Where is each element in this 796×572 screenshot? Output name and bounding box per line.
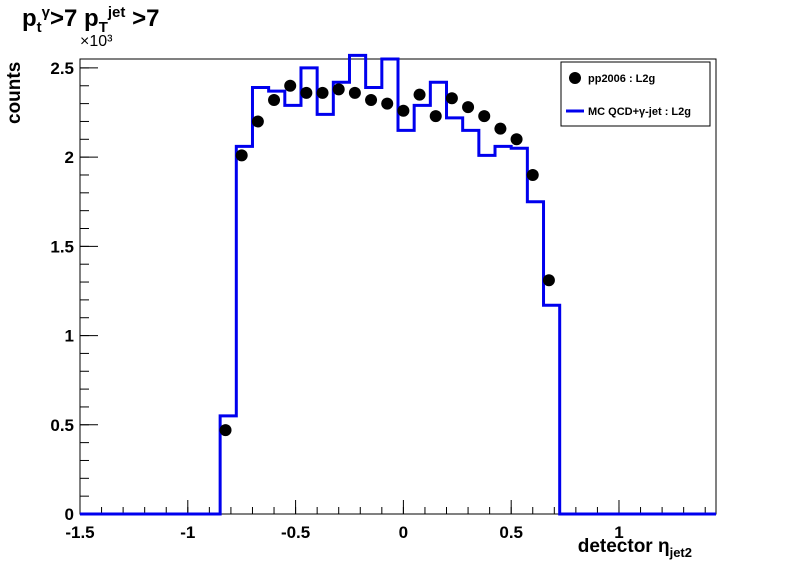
data-point [300, 86, 313, 99]
legend: pp2006 : L2g MC QCD+γ-jet : L2g [560, 61, 711, 127]
legend-data-label: pp2006 : L2g [588, 73, 655, 85]
data-point [219, 424, 232, 437]
y-tick-label: 2 [65, 148, 74, 167]
y-tick-label: 1.5 [50, 237, 74, 256]
data-point [316, 86, 329, 99]
data-point [365, 94, 378, 107]
y-tick-label: 2.5 [50, 59, 74, 78]
x-axis-label: detector ηjet2 [577, 536, 692, 560]
data-point [284, 79, 297, 92]
y-exponent-label: ×10³ [80, 33, 113, 50]
chart-title: ptγ>7 pTjet >7 [22, 4, 160, 36]
x-tick-label: 1 [614, 523, 623, 542]
data-point [397, 104, 410, 117]
data-point [494, 122, 507, 135]
data-point [413, 88, 426, 101]
data-point [510, 133, 523, 146]
x-tick-label: -1.5 [65, 523, 94, 542]
y-axis-label: counts [4, 61, 25, 124]
data-point [526, 168, 539, 181]
legend-data-marker [569, 72, 581, 84]
x-tick-label: -1 [180, 523, 195, 542]
data-point [251, 115, 264, 128]
y-tick-label: 1 [65, 327, 74, 346]
x-tick-label: 0.5 [499, 523, 523, 542]
data-point [268, 94, 281, 107]
mc-step-line [80, 53, 716, 516]
y-tick-label: 0 [65, 505, 74, 524]
mc-series [80, 53, 716, 516]
data-point [445, 92, 458, 105]
data-point [332, 83, 345, 96]
data-point [381, 97, 394, 110]
x-tick-label: -0.5 [281, 523, 310, 542]
data-point [235, 149, 248, 162]
axes: -1.5 -1 -0.5 0 0.5 1 0 0.5 1 1.5 2 2.5 [50, 59, 706, 542]
data-point [542, 274, 555, 287]
data-point [462, 101, 475, 114]
data-point [429, 110, 442, 123]
data-series [219, 79, 555, 437]
data-point [478, 110, 491, 123]
legend-mc-label: MC QCD+γ-jet : L2g [588, 106, 691, 118]
data-point [348, 86, 361, 99]
y-tick-label: 0.5 [50, 416, 74, 435]
x-tick-label: 0 [399, 523, 408, 542]
legend-box [560, 61, 711, 127]
